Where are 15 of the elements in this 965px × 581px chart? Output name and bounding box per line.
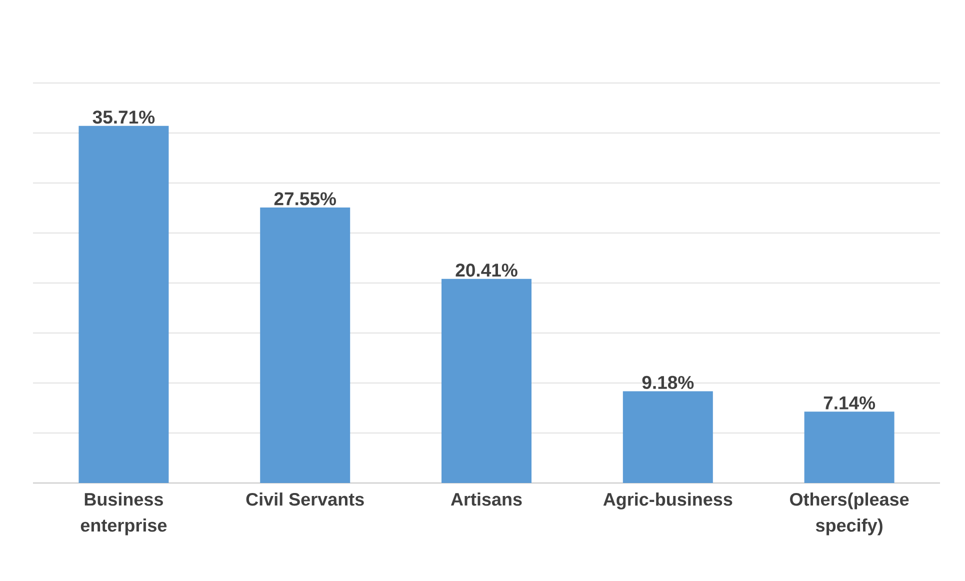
bar — [622, 391, 713, 483]
data-label: 35.71% — [92, 110, 155, 124]
data-label: 7.14% — [824, 396, 876, 410]
x-tick-label: Others(please specify) — [790, 492, 909, 536]
data-label: 20.41% — [456, 264, 518, 277]
x-tick-label: Business enterprise — [80, 492, 167, 536]
x-tick-label: Civil Servants — [246, 492, 364, 506]
x-tick-label: Artisans — [450, 492, 522, 506]
bar — [442, 278, 532, 483]
bar — [260, 208, 350, 483]
x-tick-label: Agric-business — [603, 492, 732, 510]
bar — [804, 412, 894, 483]
data-label: 9.18% — [642, 376, 694, 390]
data-label: 27.55% — [274, 192, 336, 206]
bar — [78, 126, 169, 483]
